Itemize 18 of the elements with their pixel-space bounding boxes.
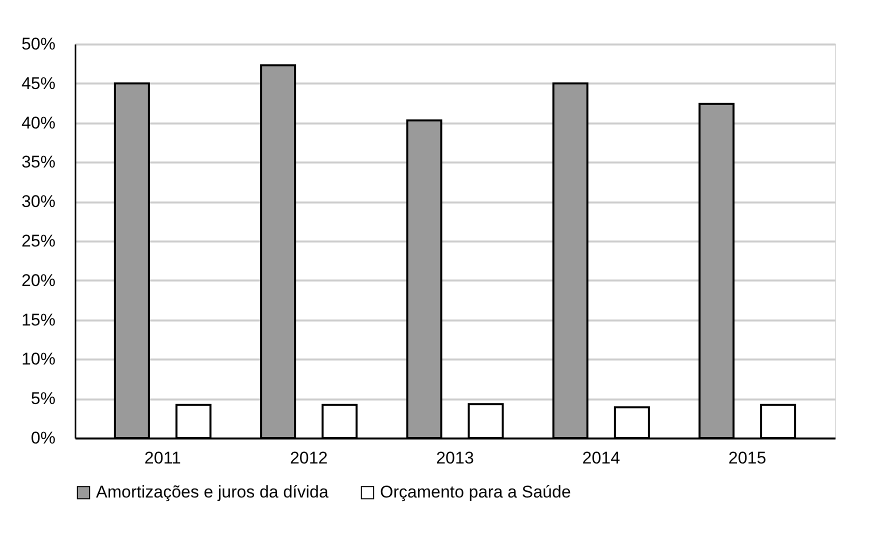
y-tick-label: 40% (21, 113, 56, 132)
x-tick-label: 2012 (290, 448, 328, 468)
legend-label: Orçamento para a Saúde (380, 482, 571, 502)
x-tick-label: 2013 (436, 448, 474, 468)
y-tick-label: 30% (21, 192, 56, 212)
legend-label: Amortizações e juros da dívida (96, 482, 329, 502)
y-tick-label: 25% (21, 232, 56, 250)
y-tick-label: 15% (21, 310, 56, 330)
y-tick-label: 20% (21, 270, 56, 290)
y-tick-label: 10% (21, 350, 56, 369)
y-tick-label: 0% (30, 428, 56, 448)
x-tick-label: 2011 (144, 448, 181, 468)
y-tick-label: 50% (21, 34, 56, 54)
x-tick-label: 2014 (582, 448, 620, 468)
y-tick-label: 5% (30, 389, 56, 408)
y-tick-label: 35% (21, 152, 56, 172)
y-tick-label: 45% (21, 74, 56, 93)
x-tick-label: 2015 (728, 448, 766, 468)
